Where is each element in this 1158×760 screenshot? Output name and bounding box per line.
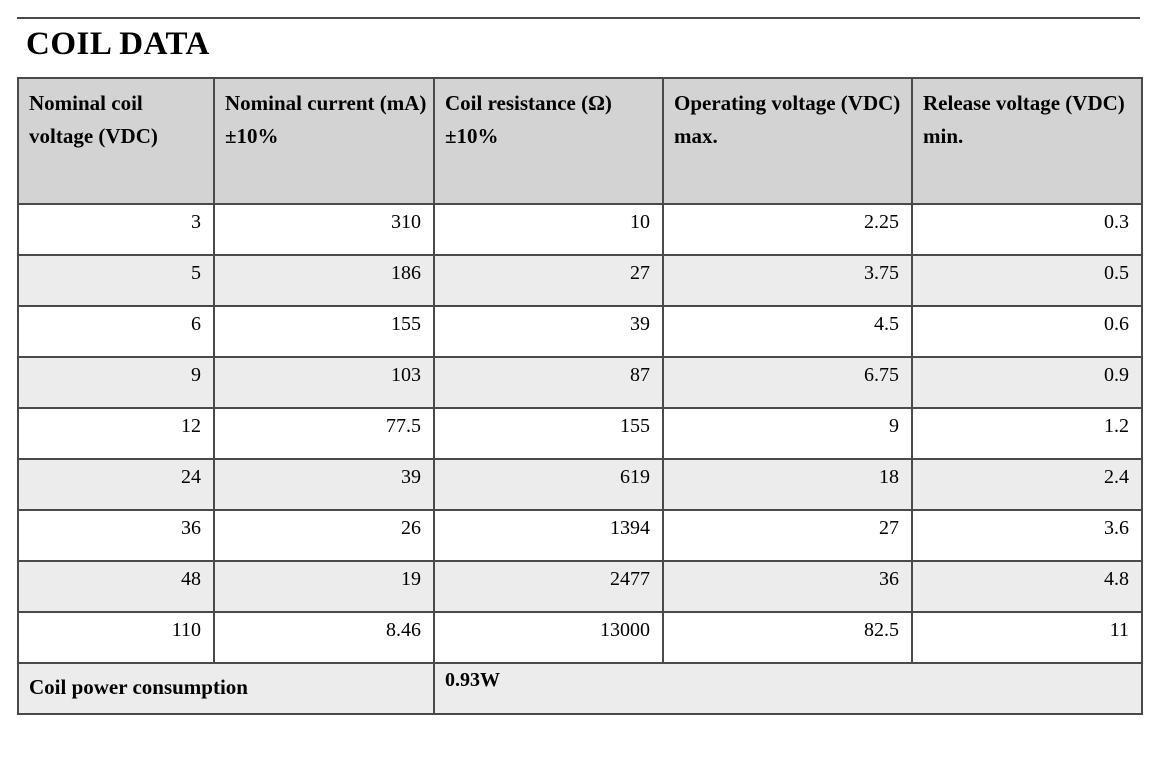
table-cell: 24 xyxy=(17,458,215,511)
table-cell: 0.5 xyxy=(911,254,1143,307)
table-cell: 9 xyxy=(17,356,215,409)
table-cell: 1394 xyxy=(433,509,664,562)
table-row: 5 186 27 3.75 0.5 xyxy=(17,254,1143,307)
section-title: COIL DATA xyxy=(26,26,210,62)
header-row: Nominal coil voltage (VDC) Nominal curren… xyxy=(17,77,1143,205)
table-cell: 9 xyxy=(662,407,913,460)
table-cell: 103 xyxy=(213,356,435,409)
table-cell: 6 xyxy=(17,305,215,358)
table-cell: 13000 xyxy=(433,611,664,664)
column-header-4: Release voltage (VDC) min. xyxy=(911,77,1143,205)
table-row: 6 155 39 4.5 0.6 xyxy=(17,305,1143,358)
table-cell: 26 xyxy=(213,509,435,562)
table-cell: 0.3 xyxy=(911,203,1143,256)
table-cell: 39 xyxy=(213,458,435,511)
table-cell: 0.6 xyxy=(911,305,1143,358)
table-cell: 36 xyxy=(662,560,913,613)
table-row: 110 8.46 13000 82.5 11 xyxy=(17,611,1143,664)
table-cell: 5 xyxy=(17,254,215,307)
table-body: 3 310 10 2.25 0.3 5 186 27 3.75 0.5 6 155 39 4.5 0.6 9 1… xyxy=(17,203,1143,664)
table-cell: 3 xyxy=(17,203,215,256)
table-row: 24 39 619 18 2.4 xyxy=(17,458,1143,511)
table-cell: 27 xyxy=(662,509,913,562)
table-cell: 48 xyxy=(17,560,215,613)
table-cell: 77.5 xyxy=(213,407,435,460)
column-header-2: Coil resistance (Ω) ±10% xyxy=(433,77,664,205)
table-cell: 110 xyxy=(17,611,215,664)
table-cell: 87 xyxy=(433,356,664,409)
table-cell: 3.75 xyxy=(662,254,913,307)
table-row: 3 310 10 2.25 0.3 xyxy=(17,203,1143,256)
table-cell: 11 xyxy=(911,611,1143,664)
table-cell: 12 xyxy=(17,407,215,460)
table-cell: 4.5 xyxy=(662,305,913,358)
table-cell: 8.46 xyxy=(213,611,435,664)
coil-power-consumption-value: 0.93W xyxy=(433,662,1143,715)
table-cell: 19 xyxy=(213,560,435,613)
table-row: 48 19 2477 36 4.8 xyxy=(17,560,1143,613)
column-header-0: Nominal coil voltage (VDC) xyxy=(17,77,215,205)
table-cell: 310 xyxy=(213,203,435,256)
table-cell: 155 xyxy=(213,305,435,358)
coil-power-consumption-label: Coil power consumption xyxy=(17,662,435,715)
table-foot: Coil power consumption 0.93W xyxy=(17,662,1143,715)
column-header-1: Nominal current (mA) ±10% xyxy=(213,77,435,205)
table-cell: 1.2 xyxy=(911,407,1143,460)
footer-row: Coil power consumption 0.93W xyxy=(17,662,1143,715)
table-head: Nominal coil voltage (VDC) Nominal curren… xyxy=(17,77,1143,205)
table-cell: 2.25 xyxy=(662,203,913,256)
table-cell: 619 xyxy=(433,458,664,511)
table-cell: 3.6 xyxy=(911,509,1143,562)
table-cell: 18 xyxy=(662,458,913,511)
table-cell: 36 xyxy=(17,509,215,562)
table-cell: 0.9 xyxy=(911,356,1143,409)
column-header-3: Operating voltage (VDC) max. xyxy=(662,77,913,205)
table-row: 12 77.5 155 9 1.2 xyxy=(17,407,1143,460)
table-cell: 10 xyxy=(433,203,664,256)
table-cell: 27 xyxy=(433,254,664,307)
coil-data-table: Nominal coil voltage (VDC) Nominal curren… xyxy=(17,77,1143,715)
table-cell: 4.8 xyxy=(911,560,1143,613)
table-cell: 2.4 xyxy=(911,458,1143,511)
table-cell: 155 xyxy=(433,407,664,460)
table-row: 36 26 1394 27 3.6 xyxy=(17,509,1143,562)
table-cell: 82.5 xyxy=(662,611,913,664)
table-cell: 6.75 xyxy=(662,356,913,409)
table-cell: 39 xyxy=(433,305,664,358)
table-cell: 2477 xyxy=(433,560,664,613)
top-divider-rule xyxy=(17,17,1140,19)
table-cell: 186 xyxy=(213,254,435,307)
table-row: 9 103 87 6.75 0.9 xyxy=(17,356,1143,409)
